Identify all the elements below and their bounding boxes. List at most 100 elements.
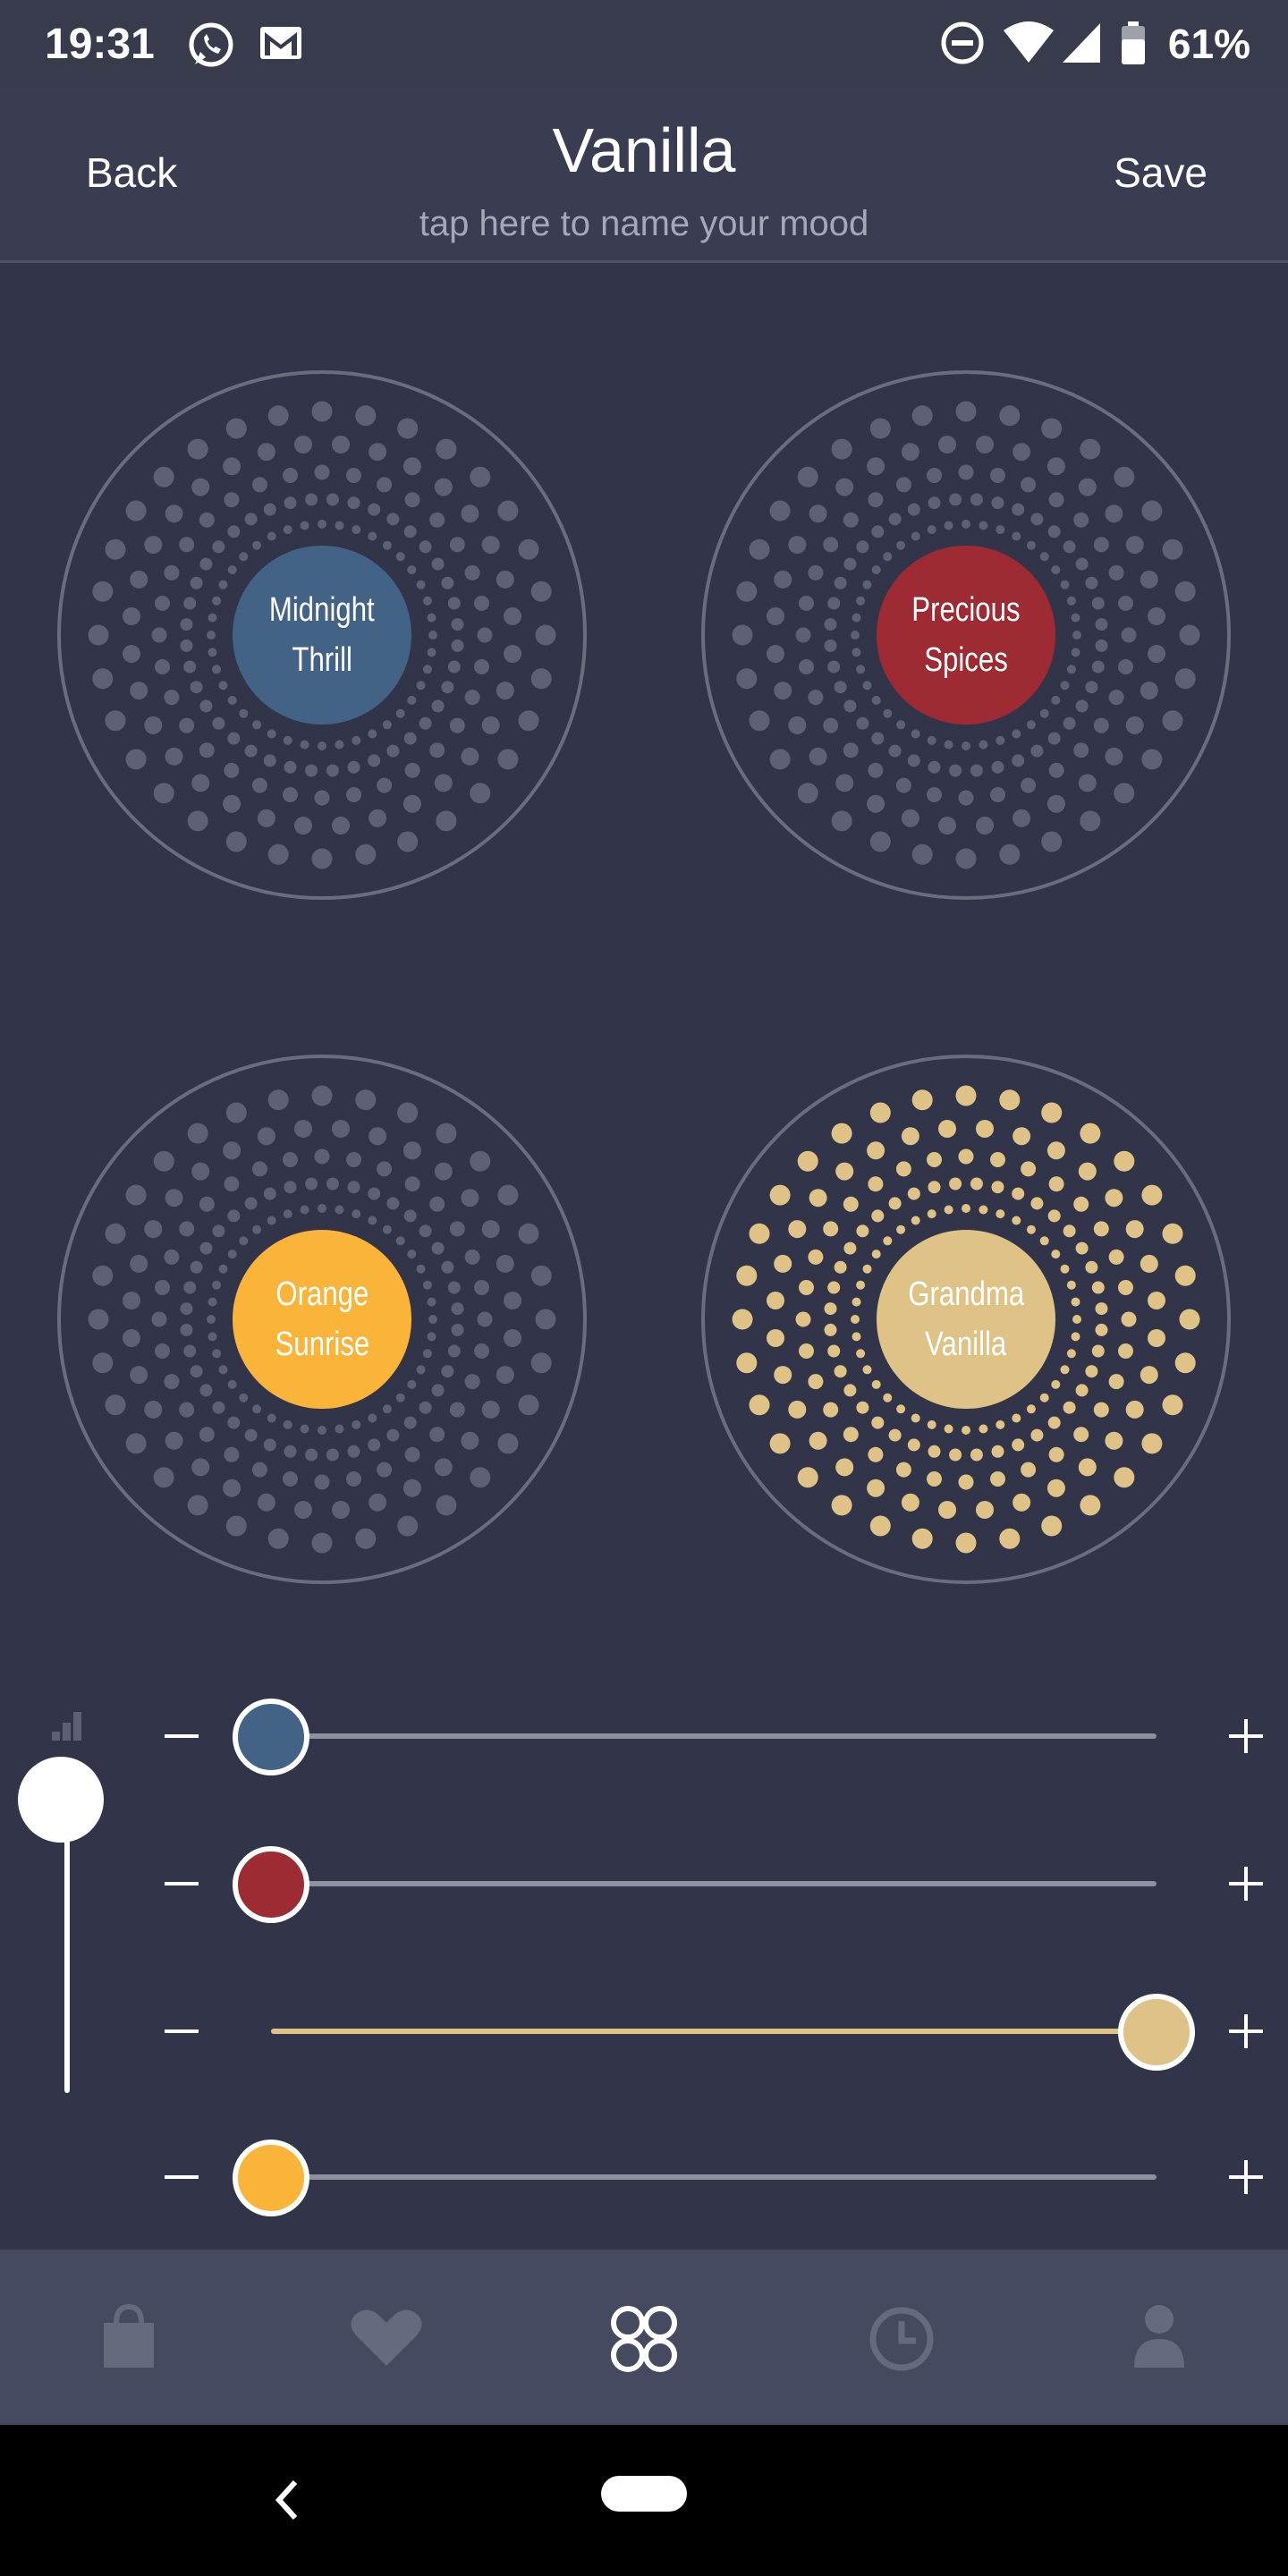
increase-button[interactable] — [1209, 2140, 1281, 2212]
mood-dot — [470, 466, 491, 487]
tab-shop[interactable] — [75, 2285, 182, 2393]
mood-dot — [1048, 1446, 1064, 1462]
decrease-button[interactable] — [145, 1699, 216, 1771]
mood-dot — [895, 1161, 911, 1177]
mixer-track[interactable] — [271, 1733, 1157, 1739]
mood-dot — [223, 1141, 242, 1160]
mixer-track[interactable] — [271, 2029, 1157, 2034]
mood-dot — [530, 1352, 552, 1374]
mood-dot — [834, 576, 847, 589]
system-home-button[interactable] — [601, 2476, 687, 2512]
mood-orange-sunrise[interactable]: Orange Sunrise — [54, 1051, 590, 1588]
mood-dot — [416, 580, 426, 589]
mood-dot — [767, 645, 784, 663]
mood-dot — [895, 477, 911, 493]
mood-dot — [461, 747, 479, 766]
mood-dot — [183, 1344, 197, 1358]
mood-dot — [1125, 1400, 1144, 1419]
mixer-track[interactable] — [271, 1881, 1157, 1886]
decrease-button[interactable] — [145, 2140, 216, 2212]
mood-dot — [257, 1493, 275, 1512]
mood-dot — [397, 1515, 419, 1537]
mood-dot — [404, 762, 420, 778]
mood-dot — [1105, 504, 1123, 523]
mood-dot — [504, 607, 521, 625]
mood-dot — [835, 1458, 854, 1477]
master-slider-knob[interactable] — [18, 1757, 104, 1843]
mood-dot — [1047, 525, 1061, 538]
mood-precious-spices[interactable]: Precious Spices — [698, 367, 1234, 903]
mood-dot — [996, 1419, 1005, 1429]
mood-grandma-vanilla[interactable]: Grandma Vanilla — [698, 1051, 1234, 1588]
tab-favorites[interactable] — [333, 2285, 440, 2393]
mixer-track[interactable] — [271, 2174, 1157, 2180]
mood-dot — [355, 1089, 377, 1111]
mood-dot — [314, 1474, 330, 1490]
mixer-knob[interactable] — [1118, 1994, 1195, 2071]
mood-dot — [352, 525, 361, 535]
mood-dot — [153, 466, 174, 487]
mood-dot — [990, 468, 1005, 483]
increase-button[interactable] — [1209, 1847, 1281, 1919]
mood-dot — [300, 740, 309, 750]
mood-dot — [1078, 1162, 1097, 1181]
mood-dot — [834, 681, 847, 694]
tab-profile[interactable] — [1106, 2285, 1213, 2393]
mood-dot — [305, 1448, 318, 1462]
mood-dot — [395, 708, 405, 718]
mood-dot — [395, 552, 405, 562]
mood-dot — [867, 1479, 886, 1497]
mood-dot — [369, 809, 387, 827]
mood-dot — [191, 1162, 210, 1181]
decrease-button[interactable] — [145, 1847, 216, 1919]
mood-dot — [369, 1127, 387, 1146]
mood-dot — [823, 1402, 839, 1418]
mood-dot — [447, 597, 461, 610]
mood-dot — [795, 1311, 811, 1327]
mood-dot — [180, 1323, 193, 1336]
mood-dot — [504, 645, 521, 663]
master-slider-track[interactable] — [64, 1798, 70, 2093]
back-button[interactable]: Back — [86, 149, 178, 196]
increase-button[interactable] — [1209, 1699, 1281, 1771]
mood-dot — [165, 747, 183, 766]
master-intensity-slider[interactable] — [0, 1699, 125, 2200]
mood-title[interactable]: Vanilla — [552, 115, 736, 185]
mood-dot — [441, 681, 454, 694]
mood-dot — [223, 457, 242, 476]
mixer-knob[interactable] — [233, 1699, 309, 1775]
mood-dot — [427, 1297, 436, 1307]
mood-dot — [1162, 1223, 1183, 1244]
mood-dot — [769, 1184, 791, 1206]
mood-dot — [165, 504, 183, 523]
mood-dot — [130, 1366, 148, 1385]
name-mood-hint[interactable]: tap here to name your mood — [419, 204, 869, 243]
mood-dot — [397, 831, 419, 852]
mood-dot — [368, 1438, 381, 1452]
mixer-knob[interactable] — [233, 1846, 309, 1923]
increase-button[interactable] — [1209, 1995, 1281, 2066]
decrease-button[interactable] — [145, 1995, 216, 2066]
mood-dot — [474, 1280, 489, 1295]
mood-dot — [1121, 627, 1137, 643]
mood-dot — [318, 1204, 326, 1213]
mood-dot — [429, 742, 445, 758]
mood-dot — [179, 1402, 195, 1418]
mood-dot — [346, 787, 361, 802]
save-button[interactable]: Save — [1114, 149, 1208, 196]
mood-dot — [976, 436, 994, 453]
system-back-button[interactable] — [259, 2470, 313, 2532]
mood-dot — [976, 1120, 994, 1138]
mood-midnight-thrill[interactable]: Midnight Thrill — [54, 367, 590, 903]
mood-dot — [151, 1311, 167, 1327]
mood-dot — [888, 1197, 902, 1210]
mixer-knob[interactable] — [233, 2140, 309, 2216]
mood-dot — [223, 1479, 242, 1497]
mood-dot — [208, 613, 217, 623]
whatsapp-icon — [186, 20, 236, 74]
tab-mix[interactable] — [590, 2285, 698, 2393]
tab-history[interactable] — [848, 2285, 955, 2393]
mood-dot — [283, 1152, 298, 1167]
mood-dot — [1095, 618, 1108, 631]
mood-dot — [224, 762, 240, 778]
